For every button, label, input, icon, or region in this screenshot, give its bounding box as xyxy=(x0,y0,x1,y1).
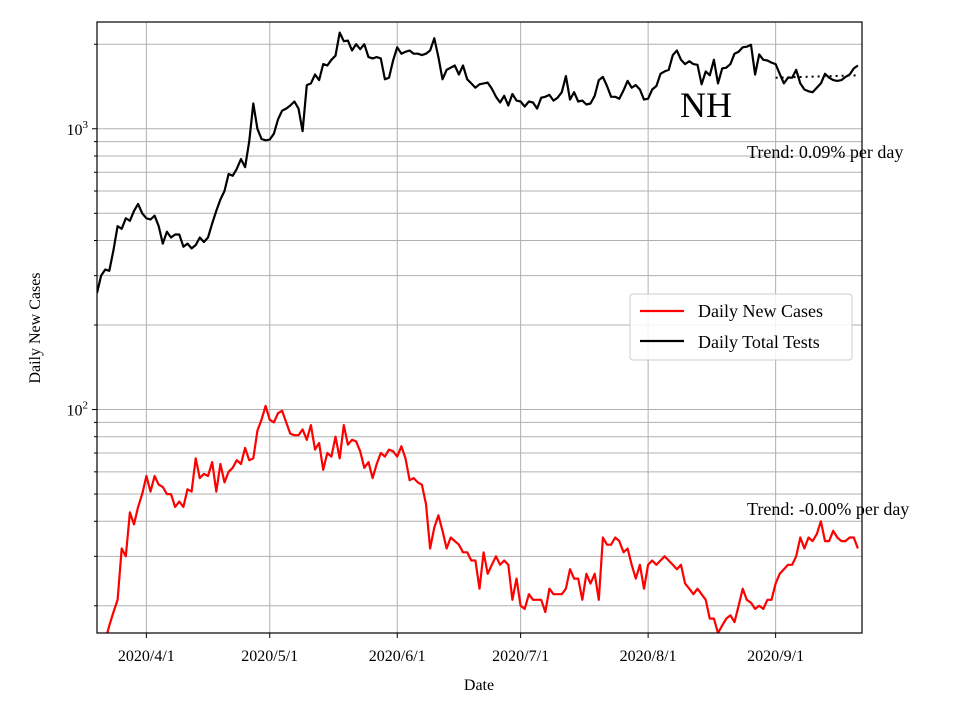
tick-layer: 2020/4/1 2020/5/1 2020/6/1 2020/7/1 2020/8/1… xyxy=(67,43,804,665)
x-axis-label: Date xyxy=(464,677,494,694)
x-tick-label: 2020/6/1 xyxy=(369,648,426,665)
legend-label-daily-total-tests: Daily Total Tests xyxy=(698,332,820,352)
y-tick-label: 102 xyxy=(67,400,89,420)
x-tick-label: 2020/7/1 xyxy=(492,648,549,665)
x-tick-label: 2020/8/1 xyxy=(620,648,677,665)
series-line-daily-total-tests xyxy=(97,31,859,294)
series-line-daily-new-cases xyxy=(106,404,859,633)
state-label: NH xyxy=(680,85,732,125)
legend-label-daily-new-cases: Daily New Cases xyxy=(698,301,823,321)
legend: Daily New Cases Daily Total Tests xyxy=(629,293,853,361)
x-tick-label: 2020/9/1 xyxy=(747,648,804,665)
y-tick-label: 103 xyxy=(67,119,89,139)
tests-trend-annotation: Trend: 0.09% per day xyxy=(747,142,903,162)
x-tick-label: 2020/4/1 xyxy=(118,648,175,665)
series-layer xyxy=(97,31,859,633)
cases-trend-annotation: Trend: -0.00% per day xyxy=(747,499,909,519)
legend-box xyxy=(629,293,853,361)
x-tick-label: 2020/5/1 xyxy=(241,648,298,665)
y-axis-label: Daily New Cases xyxy=(27,272,44,383)
plot-frame xyxy=(96,21,863,634)
trend-line xyxy=(775,74,858,79)
